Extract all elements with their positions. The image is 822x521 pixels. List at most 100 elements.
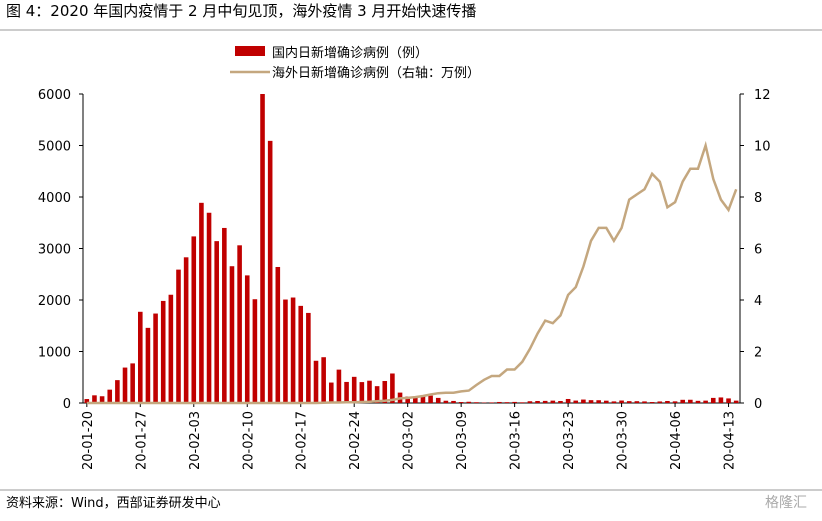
bar bbox=[352, 377, 357, 403]
x-tick-label: 20-03-23 bbox=[562, 411, 577, 470]
bar bbox=[489, 402, 494, 403]
y-tick-label: 2000 bbox=[38, 294, 71, 309]
x-tick-label: 20-04-13 bbox=[723, 411, 738, 470]
bar bbox=[451, 401, 456, 403]
bar bbox=[138, 312, 143, 403]
bar bbox=[535, 401, 540, 403]
bar bbox=[199, 203, 204, 403]
bar bbox=[367, 381, 372, 403]
legend-label: 海外日新增确诊病例（右轴：万例） bbox=[272, 65, 480, 81]
y2-tick-label: 0 bbox=[754, 397, 762, 412]
bar bbox=[711, 398, 716, 403]
x-tick-label: 20-01-27 bbox=[134, 411, 149, 470]
y2-tick-label: 8 bbox=[754, 191, 762, 206]
bar bbox=[222, 228, 227, 403]
bar bbox=[191, 236, 196, 403]
y2-tick-label: 10 bbox=[754, 140, 771, 155]
bar bbox=[237, 245, 242, 403]
bar bbox=[467, 402, 472, 403]
x-tick-label: 20-02-10 bbox=[241, 411, 256, 470]
y-tick-label: 5000 bbox=[38, 140, 71, 155]
bar bbox=[734, 401, 739, 403]
x-tick-label: 20-01-20 bbox=[81, 411, 96, 470]
bar bbox=[551, 401, 556, 403]
bar bbox=[153, 314, 158, 403]
bar bbox=[115, 380, 120, 403]
bar bbox=[612, 401, 617, 403]
bar bbox=[474, 402, 479, 403]
bar bbox=[619, 401, 624, 403]
legend-label: 国内日新增确诊病例（例） bbox=[272, 45, 428, 61]
chart-title: 图 4：2020 年国内疫情于 2 月中旬见顶，海外疫情 3 月开始快速传播 bbox=[6, 2, 476, 20]
bar bbox=[428, 396, 433, 403]
x-tick-label: 20-03-09 bbox=[455, 411, 470, 470]
bar bbox=[558, 401, 563, 403]
bar bbox=[696, 401, 701, 403]
bar bbox=[283, 300, 288, 403]
watermark: 格隆汇 bbox=[765, 495, 807, 511]
x-tick-label: 20-02-03 bbox=[188, 411, 203, 470]
x-tick-label: 20-02-24 bbox=[348, 411, 363, 470]
bar bbox=[543, 401, 548, 403]
bar bbox=[642, 401, 647, 403]
bar bbox=[230, 266, 235, 403]
bar bbox=[680, 400, 685, 403]
bar bbox=[665, 401, 670, 403]
bar bbox=[245, 275, 250, 403]
bar bbox=[635, 401, 640, 403]
bar bbox=[146, 328, 151, 403]
bar bbox=[329, 383, 334, 403]
bar bbox=[566, 399, 571, 403]
bar bbox=[688, 400, 693, 403]
bar bbox=[298, 306, 303, 403]
bar bbox=[207, 213, 212, 403]
bar bbox=[130, 363, 135, 403]
bar bbox=[176, 270, 181, 403]
x-tick-label: 20-04-06 bbox=[669, 411, 684, 470]
bar bbox=[657, 401, 662, 403]
bar bbox=[344, 382, 349, 403]
bar bbox=[107, 390, 112, 403]
y2-tick-label: 4 bbox=[754, 294, 762, 309]
bar bbox=[459, 402, 464, 403]
bar bbox=[184, 257, 189, 403]
x-tick-label: 20-03-02 bbox=[402, 411, 417, 470]
bar bbox=[726, 398, 731, 403]
y-tick-label: 1000 bbox=[38, 346, 71, 361]
bar bbox=[260, 94, 265, 403]
bar bbox=[436, 398, 441, 403]
bar bbox=[360, 382, 365, 403]
bar bbox=[321, 357, 326, 403]
bar bbox=[161, 301, 166, 403]
bar bbox=[528, 401, 533, 403]
y-tick-label: 6000 bbox=[38, 88, 71, 103]
bar bbox=[573, 401, 578, 403]
bar bbox=[650, 402, 655, 403]
bar bbox=[627, 401, 632, 403]
bar bbox=[703, 401, 708, 403]
bar bbox=[337, 370, 342, 403]
legend-swatch bbox=[235, 46, 265, 56]
source: 资料来源：Wind，西部证券研发中心 bbox=[6, 495, 221, 511]
bar bbox=[497, 402, 502, 403]
bar bbox=[604, 401, 609, 403]
bar bbox=[444, 401, 449, 403]
x-tick-label: 20-03-30 bbox=[616, 411, 631, 470]
bar bbox=[589, 400, 594, 403]
bar bbox=[314, 361, 319, 403]
y2-tick-label: 6 bbox=[754, 243, 762, 258]
bar bbox=[268, 141, 273, 403]
bar bbox=[169, 295, 174, 403]
bar bbox=[306, 313, 311, 403]
y-tick-label: 3000 bbox=[38, 243, 71, 258]
y-tick-label: 0 bbox=[63, 397, 71, 412]
y2-tick-label: 12 bbox=[754, 88, 771, 103]
bar bbox=[512, 402, 517, 403]
bar bbox=[719, 397, 724, 403]
y-tick-label: 4000 bbox=[38, 191, 71, 206]
x-tick-label: 20-02-17 bbox=[295, 411, 310, 470]
bar bbox=[253, 299, 258, 403]
bar bbox=[291, 298, 296, 403]
bar bbox=[581, 400, 586, 403]
